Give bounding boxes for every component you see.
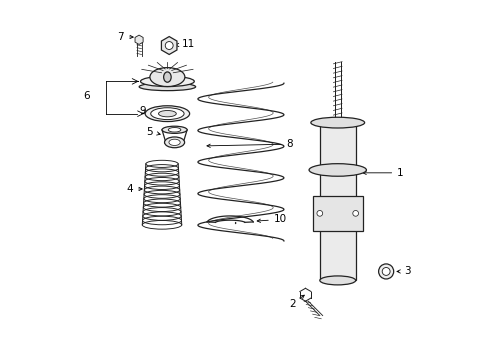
Text: 8: 8 [206, 139, 292, 149]
Text: 10: 10 [257, 215, 286, 224]
Bar [319, 123, 355, 280]
Ellipse shape [145, 106, 189, 122]
Ellipse shape [382, 267, 389, 275]
Bar [312, 195, 362, 231]
Ellipse shape [310, 117, 364, 128]
Ellipse shape [168, 127, 181, 132]
Ellipse shape [150, 108, 183, 120]
Text: 7: 7 [117, 32, 133, 41]
Ellipse shape [163, 72, 171, 82]
Ellipse shape [150, 68, 184, 86]
Circle shape [352, 211, 358, 216]
Ellipse shape [139, 83, 195, 91]
Text: 9: 9 [139, 106, 146, 116]
Circle shape [316, 211, 322, 216]
Text: 2: 2 [289, 295, 304, 309]
Ellipse shape [168, 139, 180, 145]
Ellipse shape [162, 126, 187, 134]
Text: 4: 4 [126, 184, 142, 194]
Text: 1: 1 [362, 168, 403, 178]
Ellipse shape [164, 137, 184, 148]
Ellipse shape [319, 276, 355, 285]
Ellipse shape [308, 164, 366, 176]
Circle shape [165, 41, 173, 49]
Text: 5: 5 [146, 127, 160, 136]
Ellipse shape [140, 76, 194, 86]
Ellipse shape [158, 111, 176, 117]
Text: 11: 11 [175, 40, 195, 49]
Text: 6: 6 [83, 91, 90, 101]
Text: 3: 3 [396, 266, 410, 276]
Ellipse shape [378, 264, 393, 279]
